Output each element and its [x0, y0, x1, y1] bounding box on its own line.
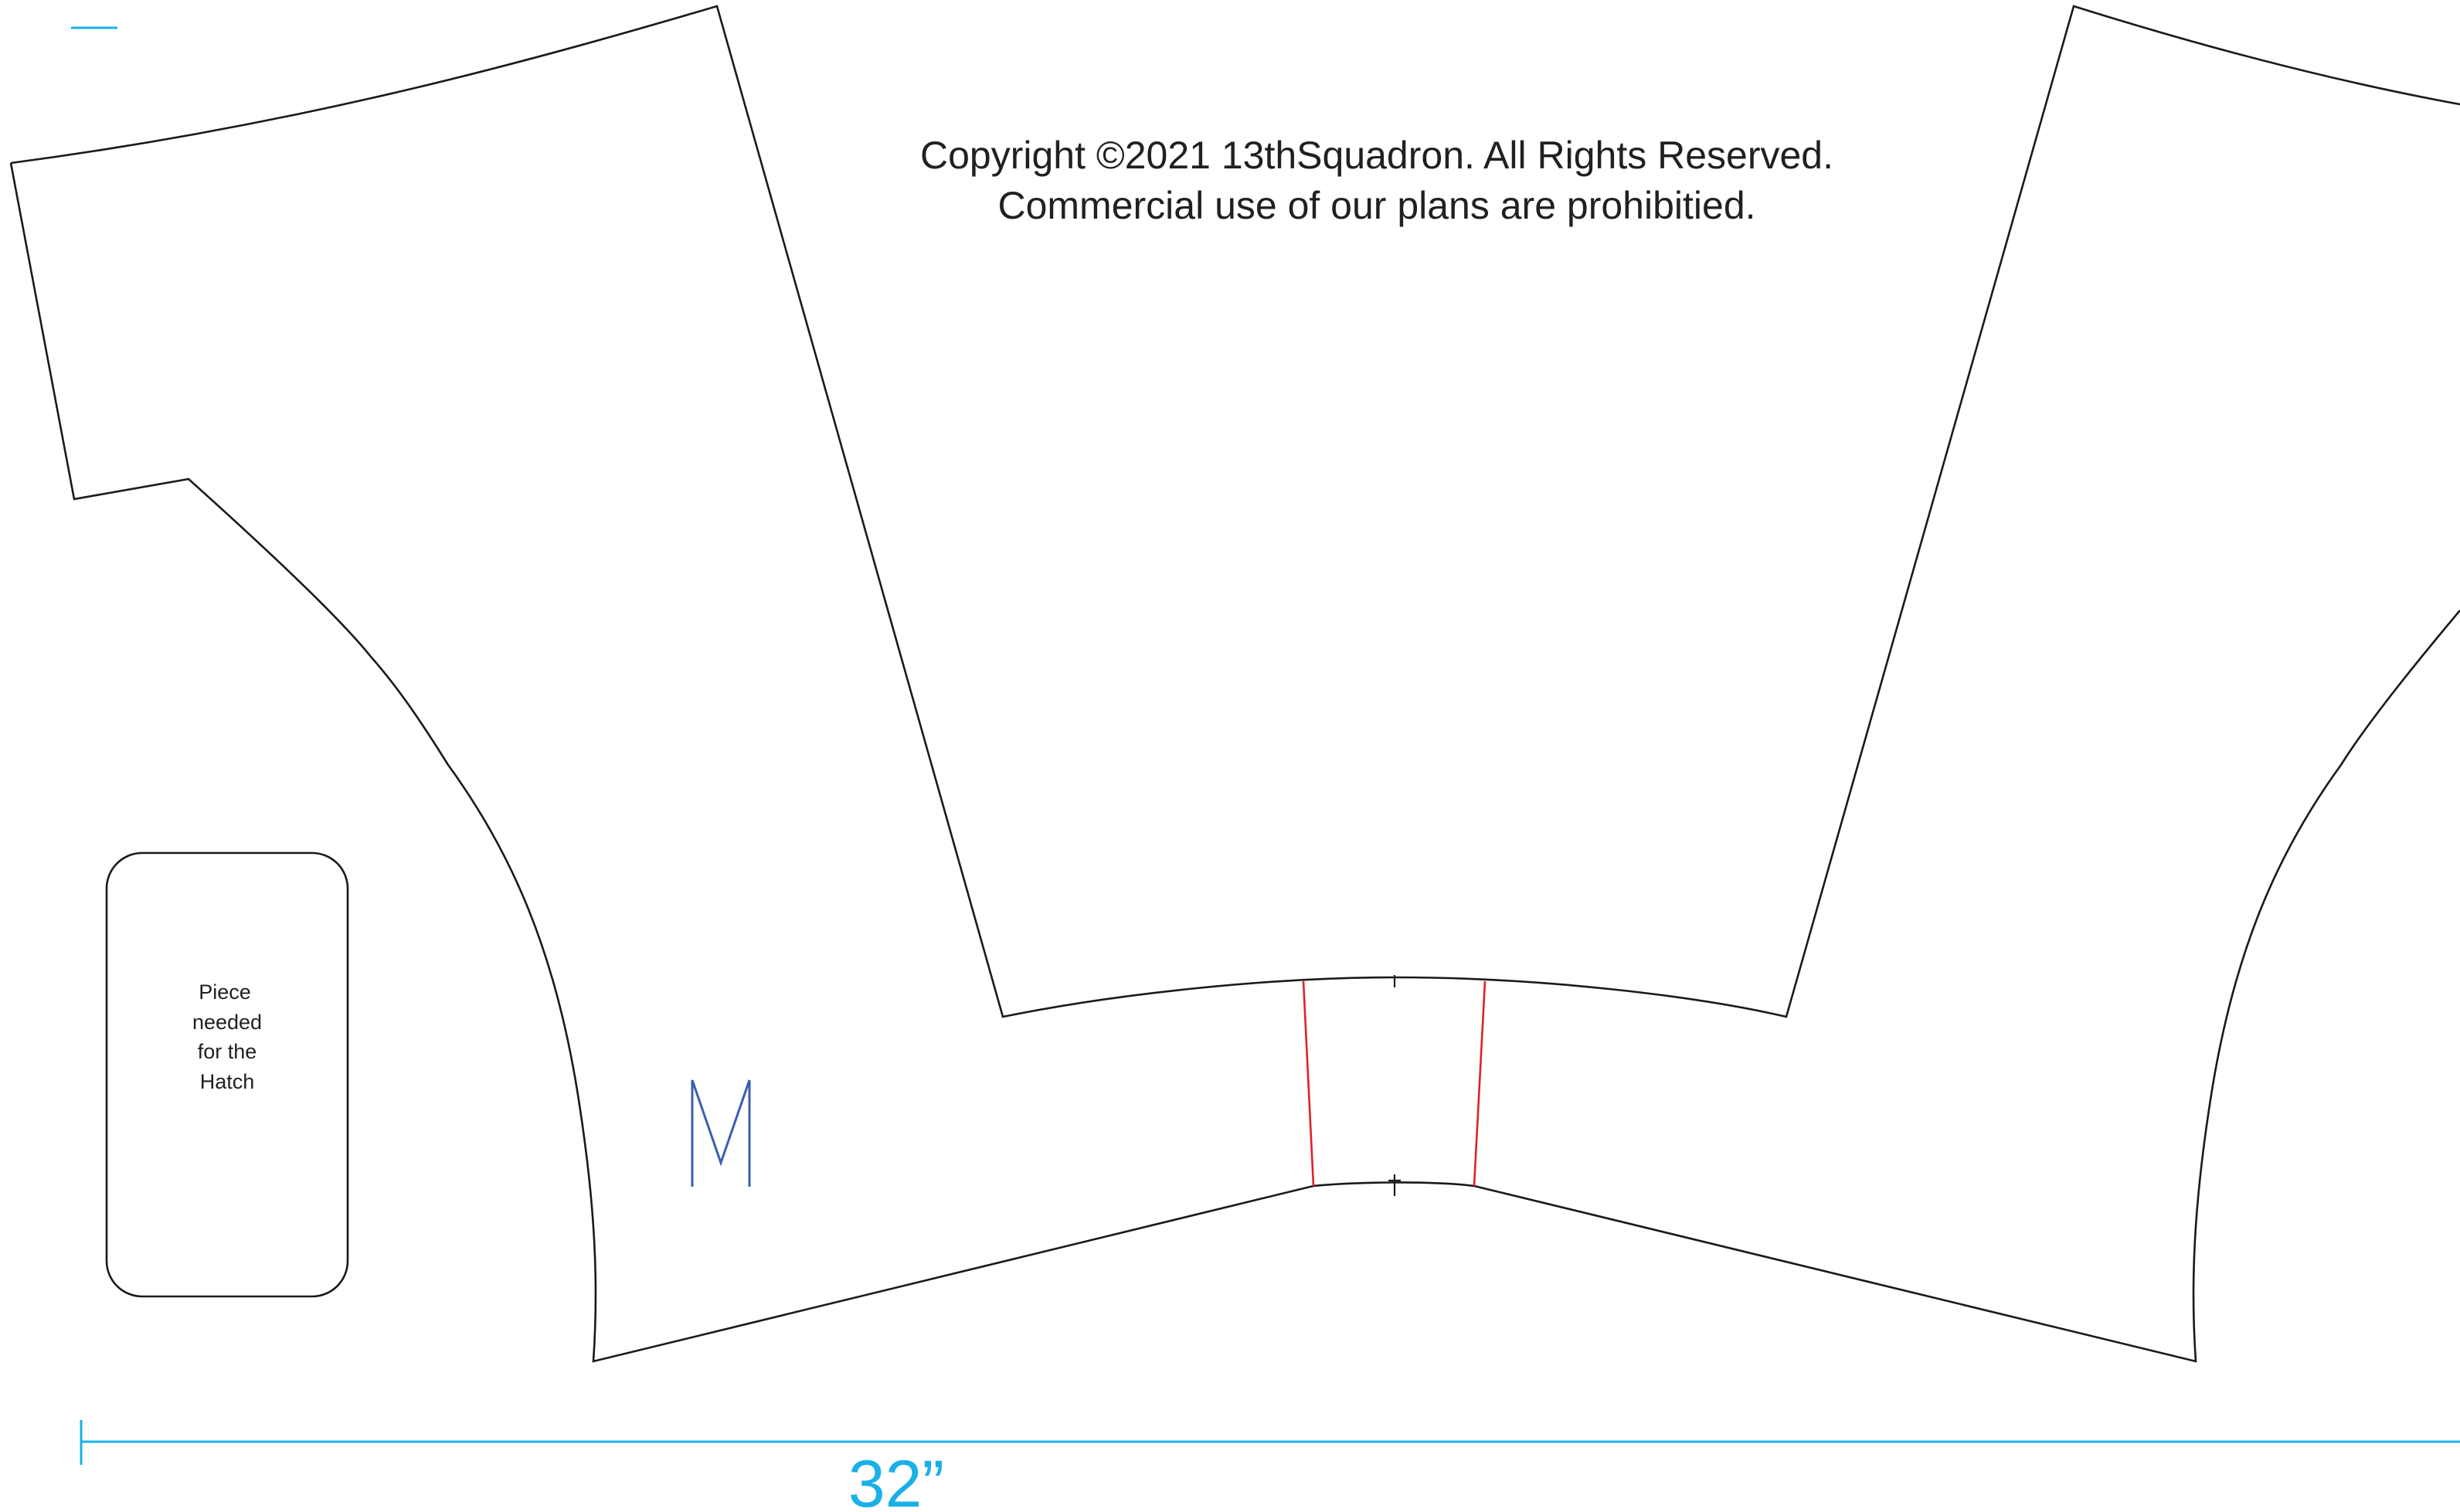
mirror-marker-glyph [691, 1079, 751, 1187]
seam-line-left [1302, 980, 1315, 1187]
seam-line-right [1473, 980, 1487, 1187]
hatch-piece-outline [105, 851, 349, 1298]
dimension-label: 32” [848, 1447, 944, 1512]
copyright-line-1: Copyright ©2021 13thSquadron. All Rights… [920, 134, 1833, 177]
hatch-piece-label-line-2: needed [192, 1011, 262, 1034]
hatch-piece-label-line-1: Piece [199, 980, 251, 1004]
copyright-line-2: Commercial use of our plans are prohibit… [997, 184, 1755, 227]
pattern-piece-right-top-edge [10, 5, 2460, 1018]
hatch-piece-label-line-4: Hatch [200, 1070, 255, 1093]
hatch-piece-label-line-3: for the [198, 1040, 257, 1063]
pattern-piece-outline [9, 162, 2460, 1363]
